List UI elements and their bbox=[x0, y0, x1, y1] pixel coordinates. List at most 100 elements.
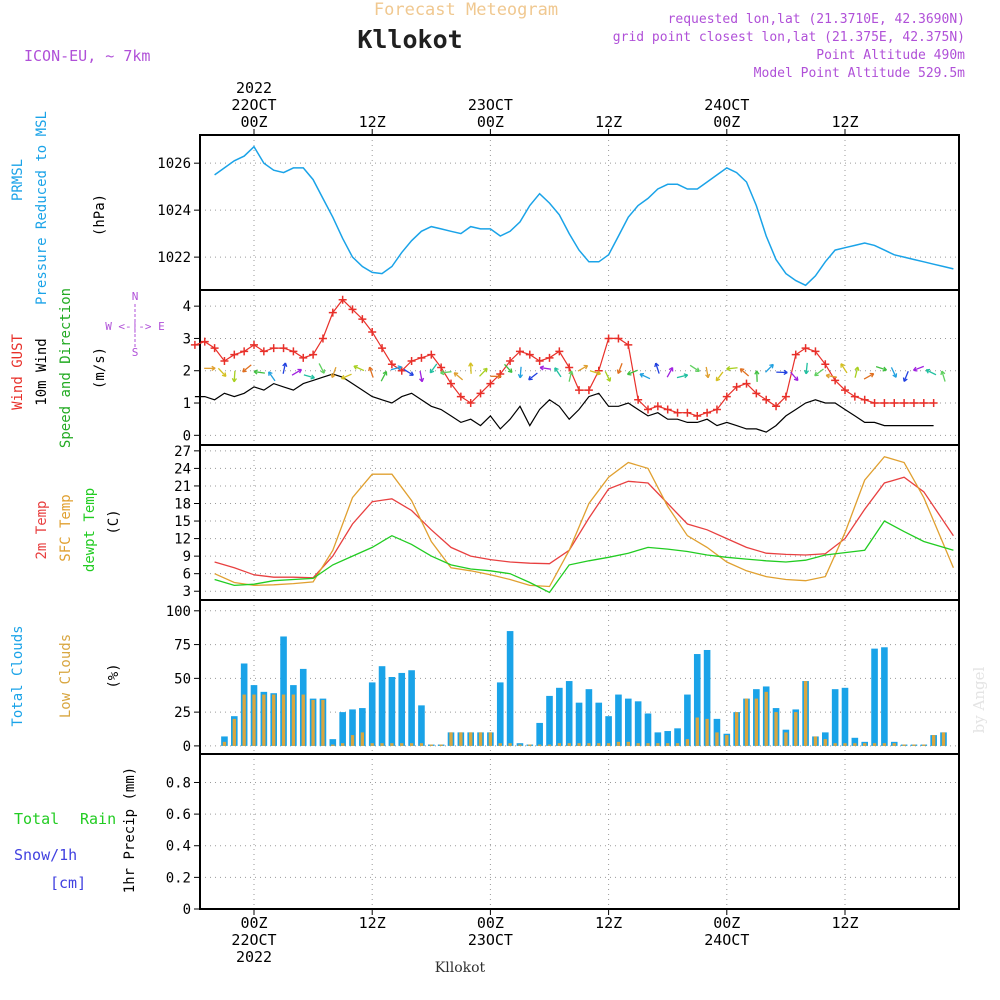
gust-marker bbox=[506, 357, 515, 366]
gust-marker bbox=[909, 399, 918, 408]
t2m-line bbox=[214, 476, 954, 579]
low-cloud-bar bbox=[872, 743, 877, 746]
precip-label-unit: 1hr Precip (mm) bbox=[122, 767, 138, 893]
gust-marker bbox=[614, 334, 623, 343]
gust-marker bbox=[565, 363, 574, 372]
gust-marker bbox=[299, 353, 308, 362]
wind-arrow bbox=[233, 370, 236, 382]
wind-arrow bbox=[913, 365, 924, 371]
low-cloud-bar bbox=[478, 732, 483, 746]
low-cloud-bar bbox=[725, 735, 729, 746]
wind-arrow bbox=[666, 367, 674, 378]
wind-arrow bbox=[854, 366, 859, 378]
wind-arrow-head bbox=[397, 365, 403, 371]
total-cloud-bar bbox=[605, 716, 612, 746]
gust-marker bbox=[427, 350, 436, 359]
wind-arrow bbox=[403, 368, 414, 376]
wind-arrow-head bbox=[528, 375, 533, 381]
gust-marker bbox=[220, 357, 229, 366]
wind-ytick-label: 3 bbox=[183, 331, 191, 347]
low-cloud-bar bbox=[597, 743, 601, 746]
wind-arrow-head bbox=[282, 362, 288, 367]
wind-ytick-label: 4 bbox=[183, 299, 191, 315]
gust-marker bbox=[900, 399, 909, 408]
gust-marker bbox=[378, 344, 387, 353]
wind-arrow-head bbox=[310, 374, 315, 380]
low-cloud-bar bbox=[291, 694, 296, 746]
wind-arrow bbox=[676, 374, 688, 379]
temperature-ytick-label: 21 bbox=[174, 479, 191, 495]
time-label-bottom: 12Z bbox=[831, 914, 858, 932]
time-label-top: 24OCT bbox=[704, 96, 749, 114]
low-cloud-bar bbox=[341, 743, 345, 746]
low-cloud-bar bbox=[636, 743, 640, 746]
low-cloud-bar bbox=[252, 694, 256, 746]
time-label-top: 12Z bbox=[831, 113, 858, 131]
temperature-ytick-label: 12 bbox=[174, 532, 191, 548]
watermark: by Angel bbox=[970, 666, 988, 733]
low-cloud-bar bbox=[705, 718, 709, 746]
low-cloud-bar bbox=[567, 743, 571, 746]
total-cloud-bar bbox=[280, 636, 287, 746]
time-label-bottom: 2022 bbox=[236, 948, 272, 966]
wind-arrow-head bbox=[497, 373, 502, 380]
wind-arrow-head bbox=[468, 362, 474, 367]
gust-marker bbox=[919, 399, 928, 408]
clouds-panel-labels: Total Clouds Low Clouds (%) bbox=[10, 625, 122, 726]
gust-marker bbox=[348, 305, 357, 314]
wind-ytick-label: 2 bbox=[183, 364, 191, 380]
wind-arrow bbox=[479, 367, 488, 377]
wind-arrow-head bbox=[382, 370, 388, 376]
total-cloud-bar bbox=[388, 677, 396, 746]
low-cloud-bar bbox=[843, 743, 847, 746]
low-cloud-bar bbox=[498, 743, 502, 746]
precip-label-snow: Snow/1h bbox=[14, 846, 77, 864]
pressure-ytick-label: 1022 bbox=[157, 250, 191, 266]
low-cloud-bar bbox=[853, 743, 857, 746]
gust-marker bbox=[555, 347, 564, 356]
wind-arrow-head bbox=[803, 369, 810, 375]
wind-arrow-head bbox=[654, 362, 660, 368]
low-cloud-bar bbox=[932, 735, 936, 746]
low-cloud-bar bbox=[449, 732, 453, 746]
low-cloud-bar bbox=[922, 744, 926, 746]
wind-arrow bbox=[217, 367, 227, 377]
gust-marker bbox=[870, 399, 879, 408]
gust-line bbox=[194, 298, 934, 417]
total-cloud-bar bbox=[496, 682, 504, 746]
gust-marker bbox=[781, 392, 790, 401]
temperature-ytick-label: 18 bbox=[174, 496, 191, 512]
wind-arrow bbox=[805, 362, 808, 374]
temp-label-sfc: SFC Temp bbox=[58, 494, 74, 561]
wind-arrow-head bbox=[882, 366, 888, 372]
wind-arrow-head bbox=[739, 368, 745, 373]
wind-arrow-head bbox=[583, 364, 589, 370]
gust-marker bbox=[200, 337, 209, 346]
wind-arrow-head bbox=[330, 373, 336, 379]
gust-marker bbox=[841, 386, 849, 395]
wind-label-10m: 10m Wind bbox=[34, 338, 50, 405]
wind-arrow-head bbox=[825, 373, 831, 379]
wind-arrow-head bbox=[353, 364, 358, 370]
gust-marker bbox=[732, 382, 741, 391]
low-cloud-bar bbox=[390, 743, 394, 746]
wind-arrow bbox=[368, 366, 374, 378]
wind-arrow bbox=[539, 366, 552, 370]
clouds-panel: 0 25 50 75 100 bbox=[166, 599, 960, 755]
wind-arrow bbox=[253, 370, 265, 374]
temperature-ytick-label: 27 bbox=[174, 444, 191, 460]
wind-arrow-head bbox=[769, 363, 774, 369]
time-label-bottom: 23OCT bbox=[468, 931, 513, 949]
time-label-top: 00Z bbox=[477, 113, 504, 131]
wind-arrow bbox=[890, 367, 897, 378]
low-cloud-bar bbox=[331, 744, 335, 746]
time-label-top: 23OCT bbox=[468, 96, 513, 114]
gust-marker bbox=[545, 353, 554, 362]
total-cloud-bar bbox=[644, 713, 652, 746]
wind-arrow-head bbox=[814, 371, 819, 377]
gust-marker bbox=[358, 315, 367, 324]
wind-arrow bbox=[331, 366, 337, 378]
pressure-label-unit: (hPa) bbox=[92, 194, 108, 236]
wind-arrow-head bbox=[726, 365, 731, 372]
